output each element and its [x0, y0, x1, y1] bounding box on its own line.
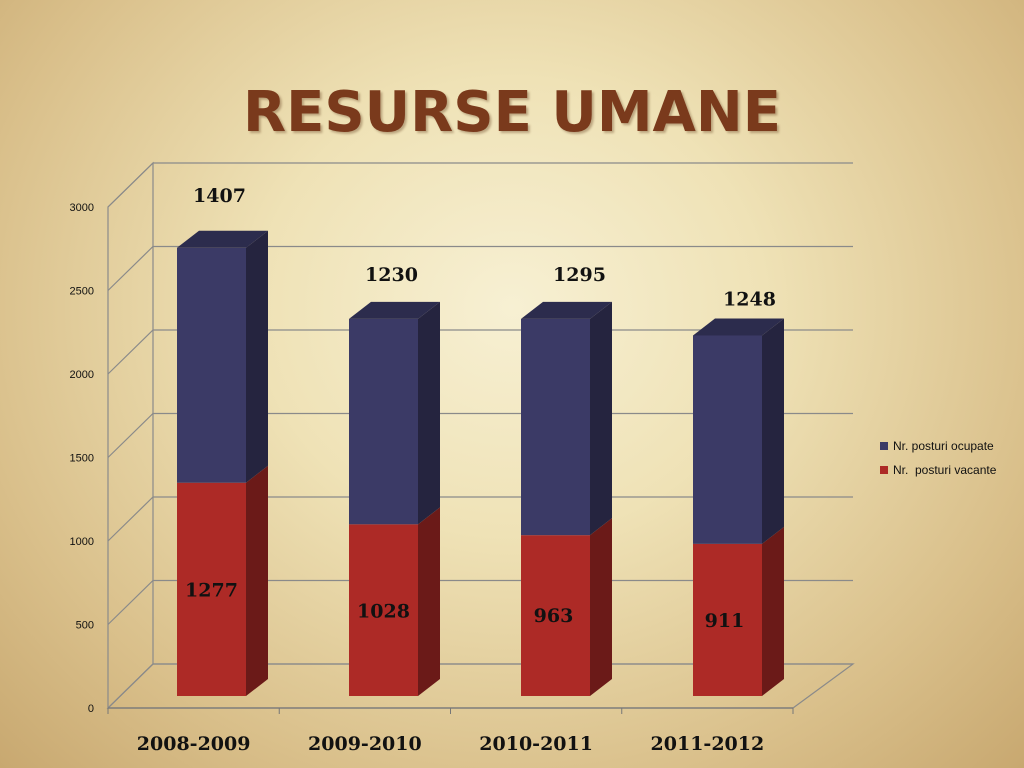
data-label: 1248 [723, 288, 776, 310]
y-tick-label: 1000 [70, 536, 94, 548]
bar-side [590, 301, 612, 536]
data-label: 963 [534, 605, 574, 627]
data-label: 1295 [553, 264, 606, 286]
bar-front [693, 335, 762, 544]
bar-2010-2011-ocupate [521, 301, 612, 536]
y-tick-label: 1500 [70, 453, 94, 465]
bar-top [693, 318, 784, 336]
data-label: 911 [705, 610, 745, 632]
bar-front [177, 247, 246, 483]
legend-swatch [880, 466, 888, 474]
bar-side [418, 301, 440, 525]
x-tick-label: 2011-2012 [651, 733, 765, 755]
bar-2011-2012-vacante [693, 526, 784, 696]
bar-front [349, 318, 418, 525]
y-tick-label: 2500 [70, 286, 94, 298]
bar-side [762, 318, 784, 544]
bar-2011-2012-ocupate [693, 318, 784, 544]
gridline [107, 663, 853, 709]
data-label: 1277 [185, 580, 238, 602]
x-tick-label: 2008-2009 [137, 733, 251, 755]
bar-side [590, 518, 612, 696]
bar-side [246, 230, 268, 483]
slide-title: RESURSE UMANE [242, 80, 782, 145]
bar-top [177, 230, 268, 248]
legend-swatch [880, 442, 888, 450]
bar-2010-2011-vacante [521, 518, 612, 696]
bar-front [521, 535, 590, 696]
legend-item: Nr. posturi ocupate [880, 434, 996, 458]
y-tick-label: 500 [76, 620, 94, 632]
bar-top [521, 301, 612, 319]
bar-front [521, 318, 590, 536]
data-label: 1230 [365, 264, 418, 286]
bar-front [349, 524, 418, 696]
bar-side [418, 507, 440, 696]
bar-side [246, 465, 268, 696]
legend-item: Nr. posturi vacante [880, 458, 996, 482]
bar-top [349, 301, 440, 319]
bars [177, 230, 784, 696]
y-tick-label: 2000 [70, 369, 94, 381]
bar-front [693, 543, 762, 696]
bar-2009-2010-ocupate [349, 301, 440, 525]
y-tick-label: 0 [88, 703, 94, 715]
bar-side [762, 526, 784, 696]
bar-front [177, 482, 246, 696]
y-tick-label: 3000 [70, 202, 94, 214]
x-tick-label: 2010-2011 [479, 733, 593, 755]
data-label: 1407 [193, 185, 246, 207]
data-labels: 1277 1407 1028 1230 963 1295 911 1248 [185, 185, 776, 632]
bar-2008-2009-ocupate [177, 230, 268, 483]
bar-2008-2009-vacante [177, 465, 268, 696]
gridline [107, 412, 853, 458]
y-axis-ticks: 0 500 1000 1500 2000 2500 3000 [70, 202, 94, 715]
x-tick-label: 2009-2010 [308, 733, 422, 755]
gridline [107, 579, 853, 625]
gridline [107, 245, 853, 291]
gridline [107, 496, 853, 542]
legend-label: Nr. posturi vacante [893, 463, 997, 477]
gridline [107, 162, 853, 208]
data-label: 1028 [357, 600, 410, 622]
legend: Nr. posturi ocupate Nr. posturi vacante [880, 434, 996, 482]
x-axis: 2008-2009 2009-2010 2010-2011 2011-2012 [107, 707, 794, 755]
gridlines [107, 162, 853, 709]
bar-2009-2010-vacante [349, 507, 440, 696]
legend-label: Nr. posturi ocupate [893, 439, 994, 453]
gridline [107, 329, 853, 375]
